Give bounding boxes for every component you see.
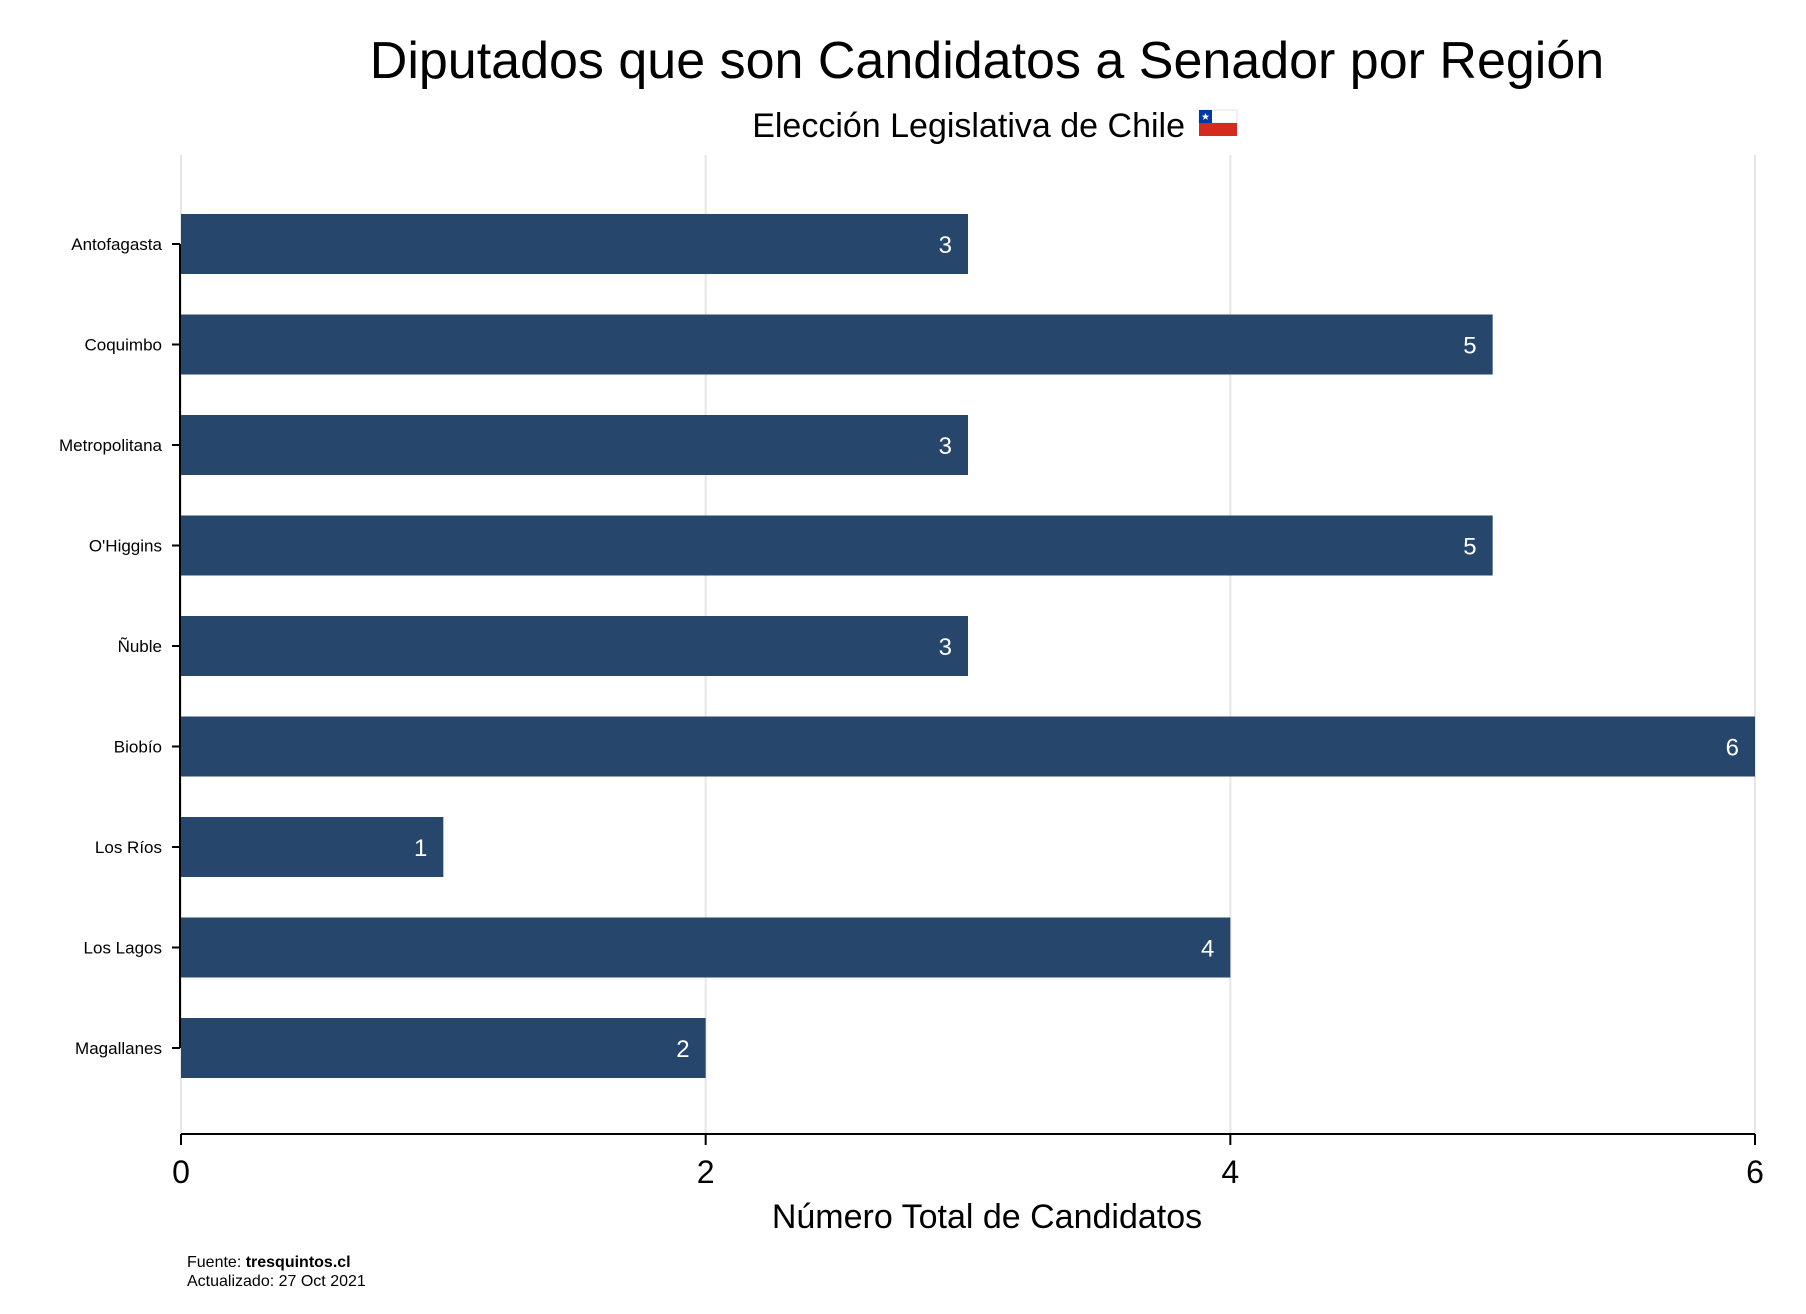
footer-updated: Actualizado: 27 Oct 2021	[187, 1273, 366, 1290]
bar	[181, 314, 1493, 375]
category-label: Biobío	[114, 738, 162, 757]
category-label: Los Lagos	[84, 939, 162, 958]
x-axis-title: Número Total de Candidatos	[772, 1198, 1202, 1236]
category-label: Antofagasta	[71, 235, 162, 254]
category-label: Los Ríos	[95, 838, 162, 857]
x-axis: 0 2 4 6	[172, 1133, 1764, 1190]
bars: 3 5 3 5 3 6 1 4 2	[181, 214, 1755, 1078]
bar	[181, 716, 1755, 777]
category-label: Metropolitana	[59, 436, 163, 455]
chile-flag-icon	[1198, 109, 1238, 136]
bar-value-label: 3	[939, 634, 952, 661]
category-label: Coquimbo	[85, 336, 163, 355]
bar-value-label: 3	[939, 433, 952, 460]
bar-value-label: 5	[1463, 534, 1476, 561]
category-label: Magallanes	[75, 1039, 162, 1058]
x-tick-label: 0	[172, 1154, 190, 1190]
chart-subtitle: Elección Legislativa de Chile	[752, 107, 1185, 145]
bar-value-label: 1	[414, 835, 427, 862]
bar	[181, 817, 444, 877]
bar	[181, 1018, 706, 1078]
footer-source-site: tresquintos.cl	[246, 1254, 351, 1271]
category-label: Ñuble	[118, 637, 162, 656]
bar	[181, 917, 1231, 978]
bar-value-label: 3	[939, 232, 952, 259]
x-tick-label: 4	[1221, 1154, 1239, 1190]
chart-subtitle-group: Elección Legislativa de Chile	[752, 107, 1238, 145]
footer-source-prefix: Fuente:	[187, 1254, 246, 1271]
bar	[181, 515, 1493, 576]
bar	[181, 616, 968, 676]
bar-value-label: 4	[1201, 936, 1214, 963]
bar-value-label: 2	[676, 1036, 689, 1063]
category-label: O'Higgins	[89, 537, 162, 556]
chart-title: Diputados que son Candidatos a Senador p…	[370, 32, 1604, 90]
bar	[181, 214, 968, 274]
y-axis: Antofagasta Coquimbo Metropolitana O'Higgin…	[59, 235, 181, 1058]
bar	[181, 415, 968, 475]
bar-value-label: 6	[1726, 735, 1739, 762]
footer-source: Fuente: tresquintos.cl	[187, 1254, 351, 1271]
x-tick-label: 6	[1746, 1154, 1764, 1190]
x-tick-label: 2	[697, 1154, 715, 1190]
bar-value-label: 5	[1463, 333, 1476, 360]
footer: Fuente: tresquintos.cl Actualizado: 27 O…	[187, 1254, 366, 1290]
